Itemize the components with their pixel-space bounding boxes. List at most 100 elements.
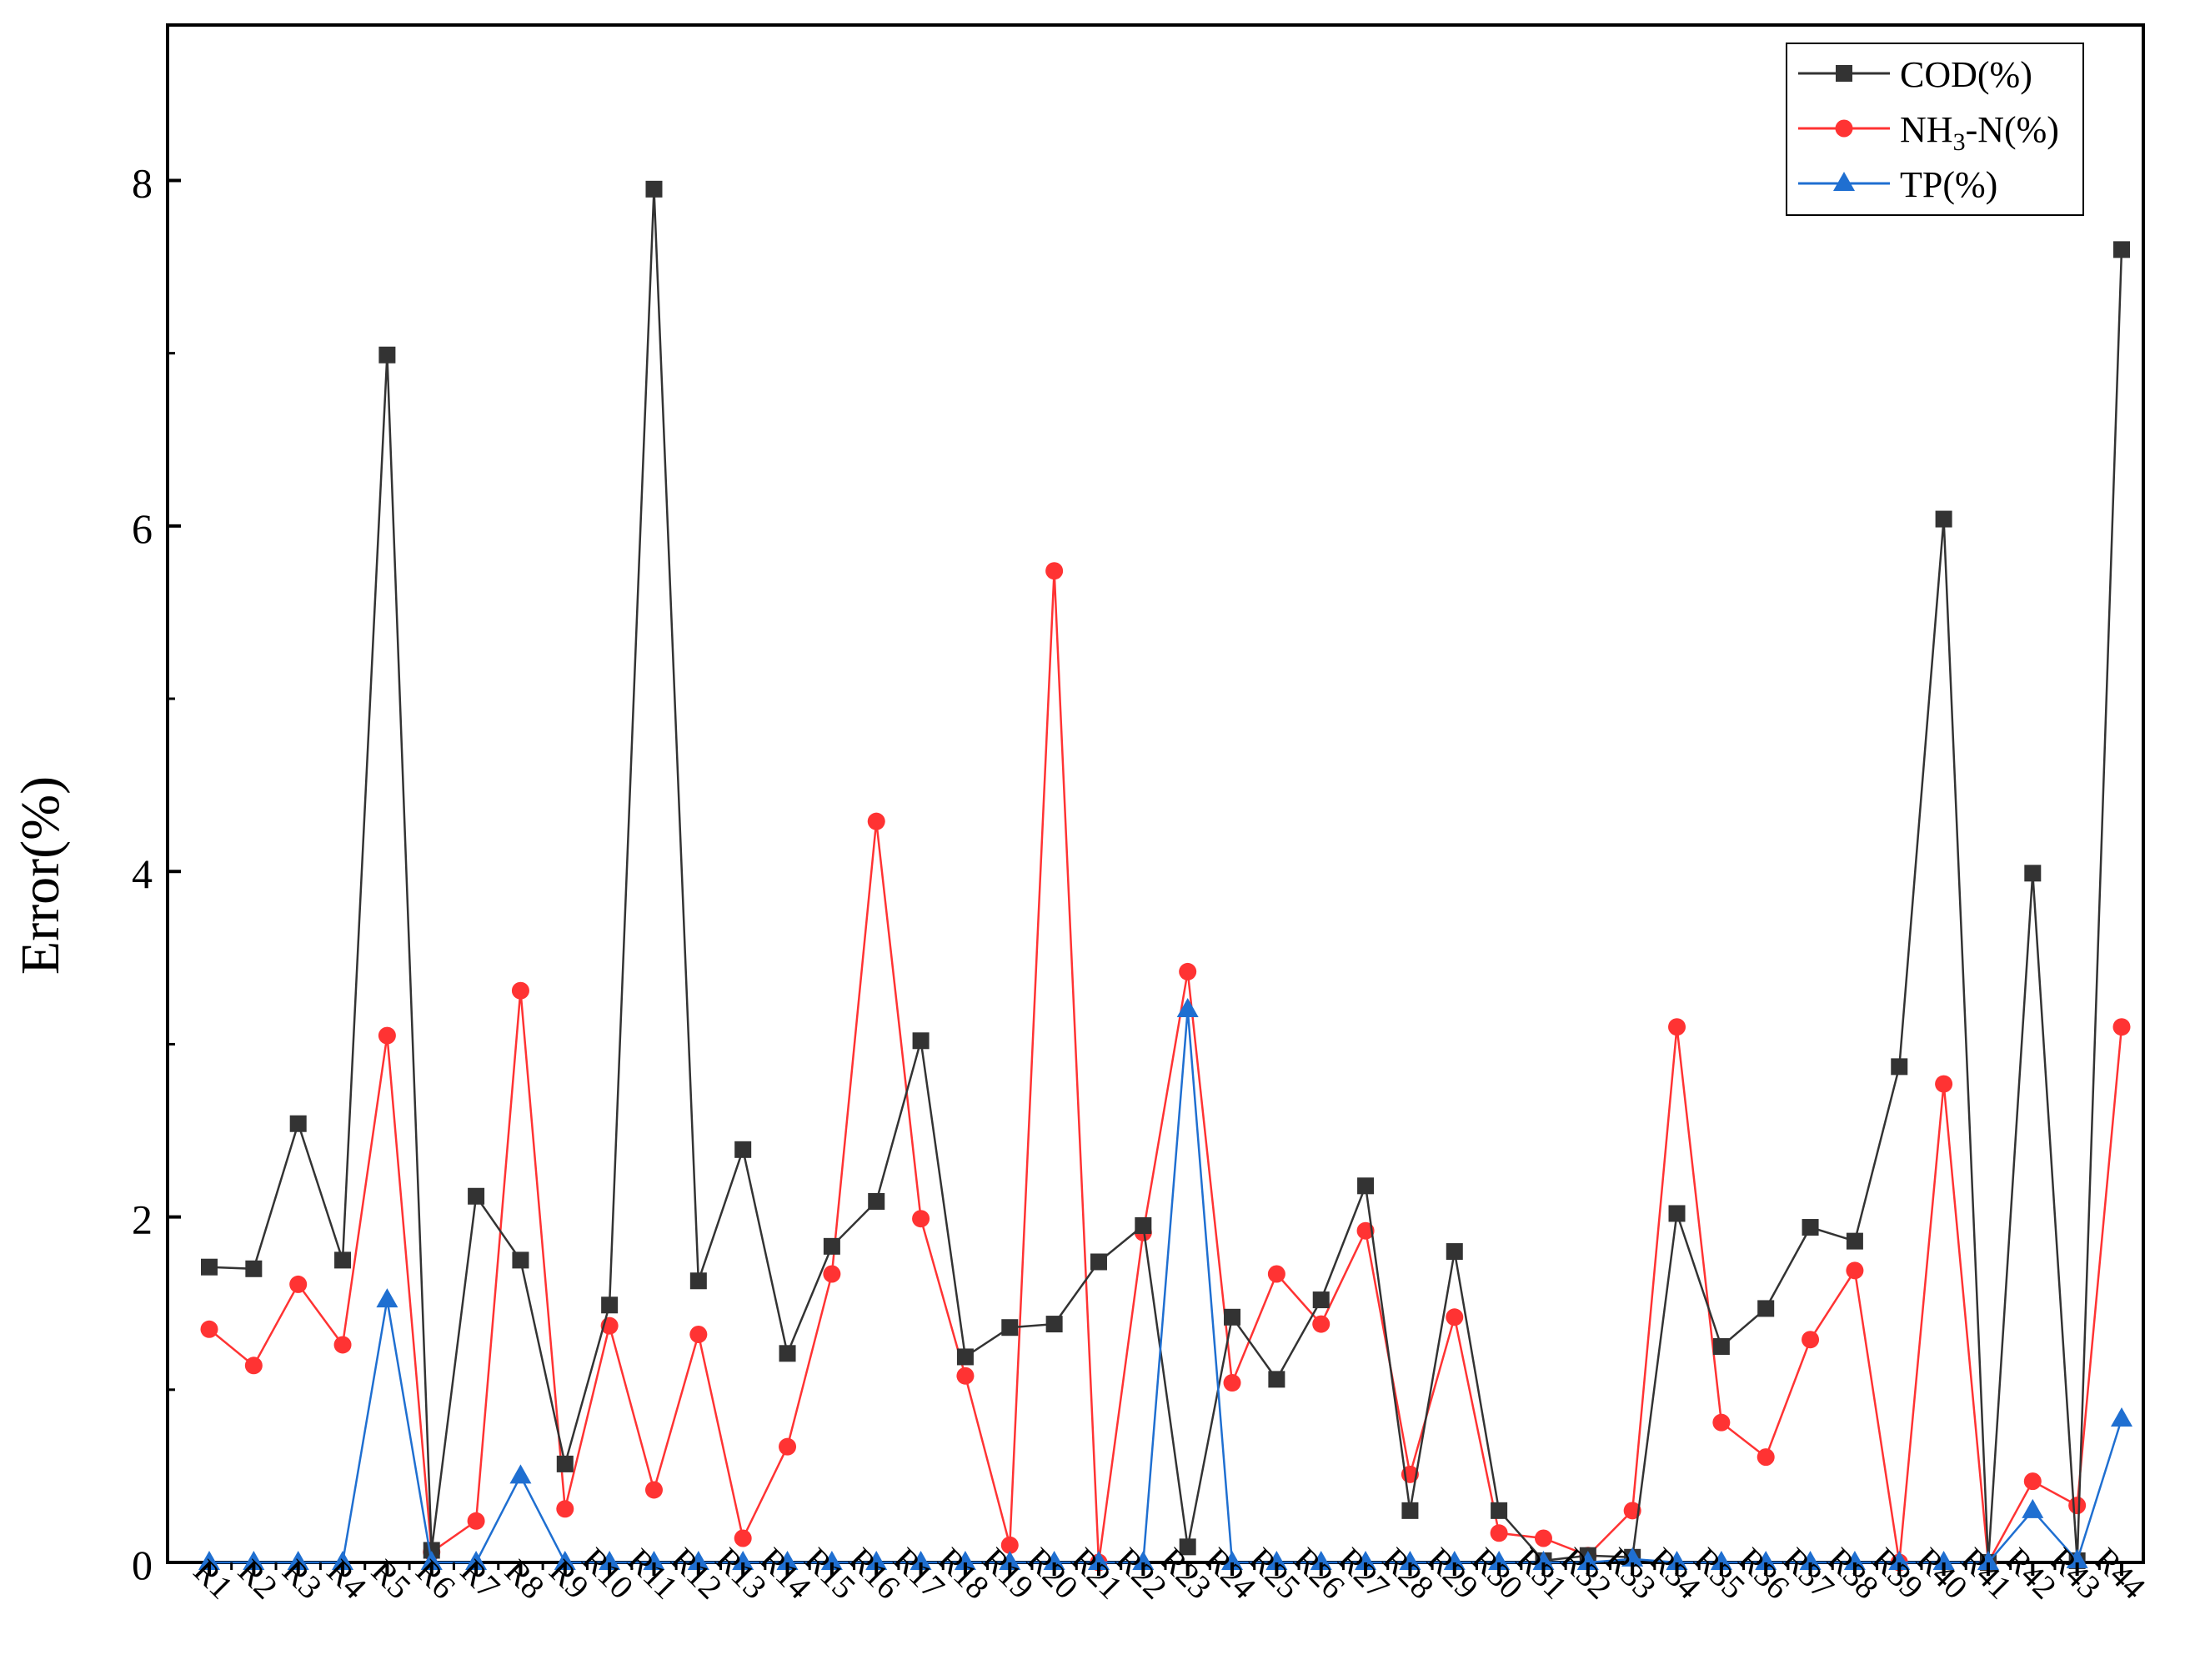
data-point (820, 1551, 843, 1570)
data-point (465, 1551, 488, 1570)
data-point (1534, 1529, 1552, 1547)
data-point (1001, 1319, 1019, 1336)
data-point (645, 180, 663, 198)
data-point (511, 981, 529, 1000)
data-point (734, 1529, 752, 1547)
data-point (2113, 241, 2130, 258)
data-point (512, 1251, 529, 1269)
data-point (689, 1272, 707, 1290)
data-point (823, 1265, 841, 1283)
data-point (423, 1542, 440, 1559)
data-point (1802, 1331, 1820, 1349)
legend-marker-square (1836, 65, 1852, 82)
data-point (468, 1187, 485, 1205)
data-point (1623, 1502, 1641, 1520)
data-point (643, 1551, 665, 1570)
data-point (1846, 1261, 1864, 1280)
data-point (1935, 510, 1952, 528)
series-triangle (198, 997, 2132, 1570)
data-point (1045, 1316, 1063, 1333)
data-point (1221, 1551, 1244, 1570)
data-point (1668, 1018, 1686, 1036)
legend-marker-circle (1835, 119, 1853, 138)
data-point (1357, 1177, 1375, 1195)
data-point (1045, 562, 1064, 580)
data-point (912, 1032, 930, 1050)
data-point (2022, 1498, 2044, 1518)
data-point (420, 1551, 443, 1570)
data-point (1846, 1232, 1863, 1250)
data-point (2023, 1472, 2042, 1491)
data-point (1268, 1371, 1285, 1388)
data-point (1401, 1502, 1419, 1519)
data-point (333, 1336, 352, 1354)
data-point (1312, 1315, 1331, 1333)
legend-marker-triangle (1833, 172, 1855, 191)
data-point (243, 1551, 265, 1570)
data-point (556, 1500, 574, 1518)
data-point (1799, 1551, 1822, 1570)
data-point (201, 1258, 218, 1276)
data-point (687, 1551, 709, 1570)
data-point (956, 1348, 974, 1366)
data-point (1843, 1551, 1866, 1570)
series-line (209, 1009, 2123, 1564)
y-axis-label: Error(%) (10, 776, 71, 975)
data-point (1757, 1448, 1775, 1467)
data-point (1802, 1219, 1819, 1236)
data-point (198, 1551, 220, 1570)
data-point (2066, 1548, 2088, 1568)
legend-label: NH3-N(%) (1900, 109, 2059, 156)
y-tick-label: 2 (132, 1196, 153, 1243)
data-point (378, 1026, 396, 1045)
data-point (1755, 1551, 1777, 1570)
data-point (912, 1210, 930, 1228)
data-point (1490, 1524, 1508, 1542)
data-point (644, 1481, 663, 1499)
data-point (1310, 1551, 1332, 1570)
data-point (689, 1326, 708, 1344)
legend: COD(%) NH3-N(%) TP(%) (1786, 43, 2084, 216)
data-point (1621, 1547, 1644, 1567)
data-point (734, 1141, 752, 1158)
data-point (1043, 1551, 1065, 1570)
data-point (1224, 1308, 1241, 1326)
data-point (2024, 865, 2042, 882)
y-tick-label: 4 (132, 850, 153, 897)
data-point (954, 1551, 976, 1570)
plot-frame (166, 23, 2145, 1564)
data-point (1757, 1300, 1775, 1317)
data-point (1132, 1551, 1155, 1570)
data-point (732, 1551, 754, 1570)
data-point (1576, 1551, 1599, 1570)
data-point (200, 1320, 218, 1338)
data-point (2068, 1497, 2087, 1515)
data-point (1087, 1551, 1110, 1570)
data-point (1488, 1551, 1511, 1570)
data-point (1176, 997, 1199, 1017)
data-point (378, 346, 396, 364)
data-point (244, 1357, 263, 1375)
data-point (1712, 1413, 1731, 1432)
data-point (779, 1345, 796, 1362)
data-point (1712, 1338, 1730, 1356)
series-layer (198, 180, 2132, 1572)
data-point (1179, 1538, 1196, 1556)
legend-label: TP(%) (1900, 164, 1997, 205)
data-point (999, 1551, 1021, 1570)
data-point (287, 1551, 309, 1570)
data-point (1666, 1551, 1688, 1570)
data-point (1710, 1551, 1732, 1570)
data-point (1935, 1075, 1953, 1093)
data-point (556, 1455, 574, 1472)
data-point (1891, 1058, 1908, 1076)
y-tick-label: 0 (132, 1542, 153, 1588)
data-point (823, 1237, 840, 1255)
data-point (334, 1251, 352, 1269)
data-point (1399, 1551, 1421, 1570)
data-point (868, 1192, 885, 1210)
y-tick-label: 6 (132, 505, 153, 552)
data-point (1491, 1502, 1508, 1519)
data-point (1000, 1536, 1019, 1554)
